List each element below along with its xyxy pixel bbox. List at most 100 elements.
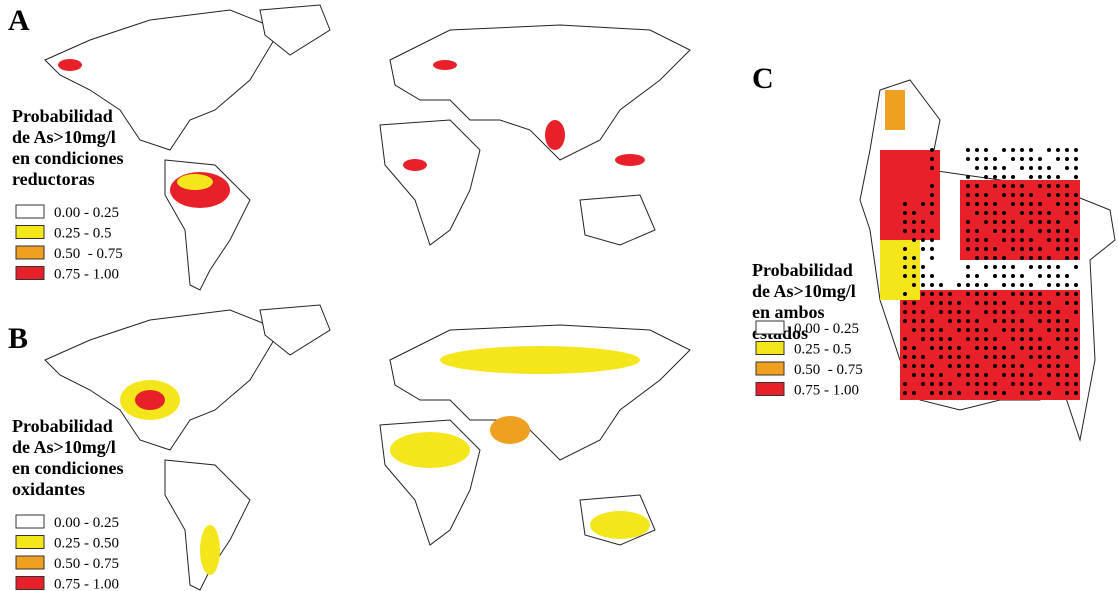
well-point [1029, 247, 1033, 251]
well-point [1038, 319, 1042, 323]
well-point [921, 283, 925, 287]
well-point [1047, 184, 1051, 188]
well-point [903, 337, 907, 341]
well-point [1065, 274, 1069, 278]
well-point [930, 382, 934, 386]
well-point [912, 355, 916, 359]
well-point [930, 274, 934, 278]
well-point [1047, 274, 1051, 278]
well-point [1011, 373, 1015, 377]
well-point [1074, 301, 1078, 305]
well-point [903, 391, 907, 395]
well-point [1065, 256, 1069, 260]
hotspot [403, 159, 427, 171]
well-point [957, 319, 961, 323]
well-point [1038, 157, 1042, 161]
well-point [966, 238, 970, 242]
well-point [939, 373, 943, 377]
well-point [993, 256, 997, 260]
well-point [1020, 391, 1024, 395]
well-point [1065, 328, 1069, 332]
well-point [1011, 337, 1015, 341]
legend-swatch [16, 205, 44, 218]
well-point [1029, 148, 1033, 152]
well-point [948, 382, 952, 386]
legend-label: 0.75 - 1.00 [54, 267, 119, 283]
well-point [939, 337, 943, 341]
well-point [939, 391, 943, 395]
well-point [1038, 256, 1042, 260]
well-point [1020, 157, 1024, 161]
legend-label: 0.50 - 0.75 [54, 246, 123, 262]
well-point [903, 202, 907, 206]
well-point [1029, 211, 1033, 215]
well-point [957, 364, 961, 368]
well-point [903, 265, 907, 269]
well-point [1056, 328, 1060, 332]
legend-swatch [16, 577, 44, 590]
well-point [984, 391, 988, 395]
well-point [1029, 157, 1033, 161]
well-point [912, 301, 916, 305]
well-point [903, 292, 907, 296]
map-c [860, 80, 1115, 440]
well-point [984, 373, 988, 377]
well-point [948, 355, 952, 359]
well-point [1011, 364, 1015, 368]
well-point [1011, 148, 1015, 152]
well-point [1011, 220, 1015, 224]
well-point [939, 355, 943, 359]
well-point [975, 283, 979, 287]
well-point [993, 355, 997, 359]
well-point [912, 256, 916, 260]
well-point [975, 202, 979, 206]
well-point [1065, 247, 1069, 251]
well-point [1020, 337, 1024, 341]
well-point [1029, 256, 1033, 260]
well-point [984, 175, 988, 179]
well-point [975, 238, 979, 242]
well-point [1029, 238, 1033, 242]
well-point [912, 373, 916, 377]
well-point [1056, 157, 1060, 161]
well-point [1047, 319, 1051, 323]
well-point [993, 265, 997, 269]
legend-title: de As>10mg/l [12, 127, 116, 147]
well-point [1038, 202, 1042, 206]
well-point [984, 382, 988, 386]
well-point [993, 301, 997, 305]
well-point [1038, 292, 1042, 296]
well-point [903, 220, 907, 224]
well-point [1074, 292, 1078, 296]
well-point [966, 310, 970, 314]
well-point [1029, 193, 1033, 197]
well-point [966, 373, 970, 377]
well-point [930, 328, 934, 332]
well-point [975, 229, 979, 233]
well-point [1074, 247, 1078, 251]
legend-swatch [16, 246, 44, 259]
well-point [984, 328, 988, 332]
well-point [1020, 202, 1024, 206]
well-point [1047, 265, 1051, 269]
well-point [930, 202, 934, 206]
well-point [903, 247, 907, 251]
legend-title: en condiciones [12, 148, 124, 168]
well-point [1029, 391, 1033, 395]
well-point [984, 355, 988, 359]
well-point [930, 166, 934, 170]
well-point [939, 292, 943, 296]
well-point [975, 211, 979, 215]
well-point [930, 292, 934, 296]
well-point [1011, 238, 1015, 242]
well-point [930, 238, 934, 242]
legend-title: de As>10mg/l [752, 281, 856, 301]
panel-letter: A [8, 4, 30, 37]
well-point [1074, 382, 1078, 386]
well-point [984, 337, 988, 341]
well-point [1074, 157, 1078, 161]
well-point [1020, 346, 1024, 350]
well-point [912, 265, 916, 269]
well-point [921, 355, 925, 359]
well-point [1047, 373, 1051, 377]
